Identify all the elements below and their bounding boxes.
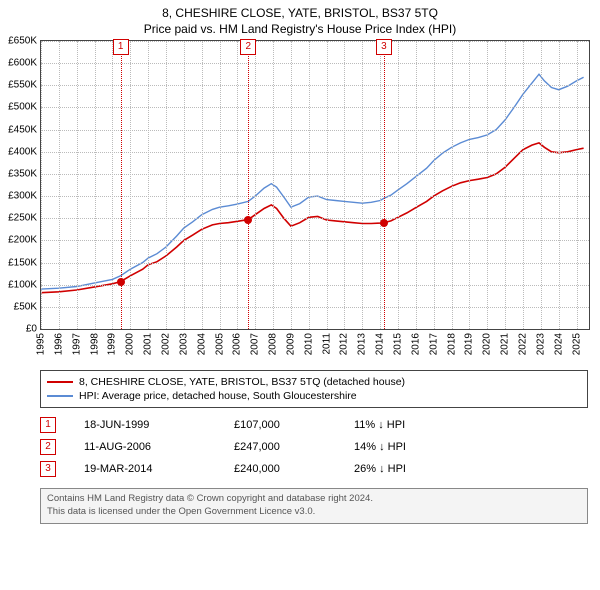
gridline-v — [166, 41, 167, 329]
chart-lines-svg — [41, 41, 589, 329]
event-line — [384, 41, 385, 329]
event-price: £240,000 — [234, 463, 354, 475]
attribution-footer: Contains HM Land Registry data © Crown c… — [40, 488, 588, 524]
event-number-box: 2 — [40, 439, 56, 455]
y-axis-label: £450K — [8, 124, 37, 135]
gridline-v — [559, 41, 560, 329]
gridline-v — [380, 41, 381, 329]
gridline-v — [220, 41, 221, 329]
event-date: 18-JUN-1999 — [84, 419, 234, 431]
gridline-v — [327, 41, 328, 329]
chart-container: { "title": "8, CHESHIRE CLOSE, YATE, BRI… — [0, 0, 600, 590]
event-row: 1 18-JUN-1999 £107,000 11% ↓ HPI — [40, 414, 588, 436]
gridline-v — [95, 41, 96, 329]
gridline-v — [362, 41, 363, 329]
series-line-hpi — [41, 74, 584, 289]
gridline-v — [148, 41, 149, 329]
gridline-h — [41, 85, 589, 86]
gridline-v — [541, 41, 542, 329]
gridline-v — [505, 41, 506, 329]
gridline-h — [41, 307, 589, 308]
event-price: £107,000 — [234, 419, 354, 431]
y-axis-label: £100K — [8, 279, 37, 290]
event-marker-box: 3 — [376, 39, 392, 55]
gridline-v — [487, 41, 488, 329]
event-dot — [380, 219, 388, 227]
gridline-v — [469, 41, 470, 329]
gridline-v — [130, 41, 131, 329]
gridline-v — [577, 41, 578, 329]
legend-swatch — [47, 395, 73, 397]
event-line — [121, 41, 122, 329]
gridline-h — [41, 174, 589, 175]
event-date: 19-MAR-2014 — [84, 463, 234, 475]
y-axis-label: £250K — [8, 213, 37, 224]
gridline-v — [202, 41, 203, 329]
chart-legend: 8, CHESHIRE CLOSE, YATE, BRISTOL, BS37 5… — [40, 370, 588, 408]
gridline-h — [41, 63, 589, 64]
event-price: £247,000 — [234, 441, 354, 453]
y-axis-label: £50K — [14, 301, 37, 312]
gridline-v — [291, 41, 292, 329]
gridline-v — [255, 41, 256, 329]
event-diff: 14% ↓ HPI — [354, 441, 406, 453]
gridline-h — [41, 130, 589, 131]
event-dot — [244, 216, 252, 224]
gridline-v — [309, 41, 310, 329]
gridline-v — [41, 41, 42, 329]
gridline-v — [59, 41, 60, 329]
gridline-v — [416, 41, 417, 329]
event-date: 11-AUG-2006 — [84, 441, 234, 453]
event-row: 3 19-MAR-2014 £240,000 26% ↓ HPI — [40, 458, 588, 480]
chart-plot-area: £0£50K£100K£150K£200K£250K£300K£350K£400… — [40, 40, 590, 330]
footer-line: This data is licensed under the Open Gov… — [47, 506, 581, 519]
y-axis-label: £400K — [8, 146, 37, 157]
y-axis-label: £600K — [8, 58, 37, 69]
gridline-h — [41, 107, 589, 108]
event-marker-box: 2 — [240, 39, 256, 55]
y-axis-label: £500K — [8, 102, 37, 113]
gridline-h — [41, 285, 589, 286]
legend-label: HPI: Average price, detached house, Sout… — [79, 390, 357, 402]
y-axis-label: £300K — [8, 191, 37, 202]
y-axis-label: £350K — [8, 168, 37, 179]
gridline-v — [184, 41, 185, 329]
chart-x-labels — [40, 330, 588, 364]
gridline-v — [237, 41, 238, 329]
gridline-v — [398, 41, 399, 329]
events-table: 1 18-JUN-1999 £107,000 11% ↓ HPI 2 11-AU… — [40, 414, 588, 480]
y-axis-label: £150K — [8, 257, 37, 268]
event-marker-box: 1 — [113, 39, 129, 55]
legend-label: 8, CHESHIRE CLOSE, YATE, BRISTOL, BS37 5… — [79, 376, 405, 388]
gridline-v — [523, 41, 524, 329]
event-row: 2 11-AUG-2006 £247,000 14% ↓ HPI — [40, 436, 588, 458]
gridline-v — [77, 41, 78, 329]
gridline-h — [41, 196, 589, 197]
legend-swatch — [47, 381, 73, 383]
gridline-v — [344, 41, 345, 329]
legend-row: HPI: Average price, detached house, Sout… — [47, 389, 581, 403]
gridline-v — [434, 41, 435, 329]
event-dot — [117, 278, 125, 286]
legend-row: 8, CHESHIRE CLOSE, YATE, BRISTOL, BS37 5… — [47, 375, 581, 389]
chart-subtitle: Price paid vs. HM Land Registry's House … — [0, 20, 600, 40]
y-axis-label: £650K — [8, 36, 37, 47]
event-number-box: 1 — [40, 417, 56, 433]
event-number-box: 3 — [40, 461, 56, 477]
y-axis-label: £550K — [8, 80, 37, 91]
gridline-h — [41, 263, 589, 264]
gridline-h — [41, 152, 589, 153]
y-axis-label: £200K — [8, 235, 37, 246]
chart-title: 8, CHESHIRE CLOSE, YATE, BRISTOL, BS37 5… — [0, 0, 600, 20]
gridline-h — [41, 240, 589, 241]
event-diff: 11% ↓ HPI — [354, 419, 405, 431]
gridline-v — [452, 41, 453, 329]
gridline-v — [112, 41, 113, 329]
event-line — [248, 41, 249, 329]
gridline-v — [273, 41, 274, 329]
gridline-h — [41, 218, 589, 219]
footer-line: Contains HM Land Registry data © Crown c… — [47, 493, 581, 506]
event-diff: 26% ↓ HPI — [354, 463, 406, 475]
